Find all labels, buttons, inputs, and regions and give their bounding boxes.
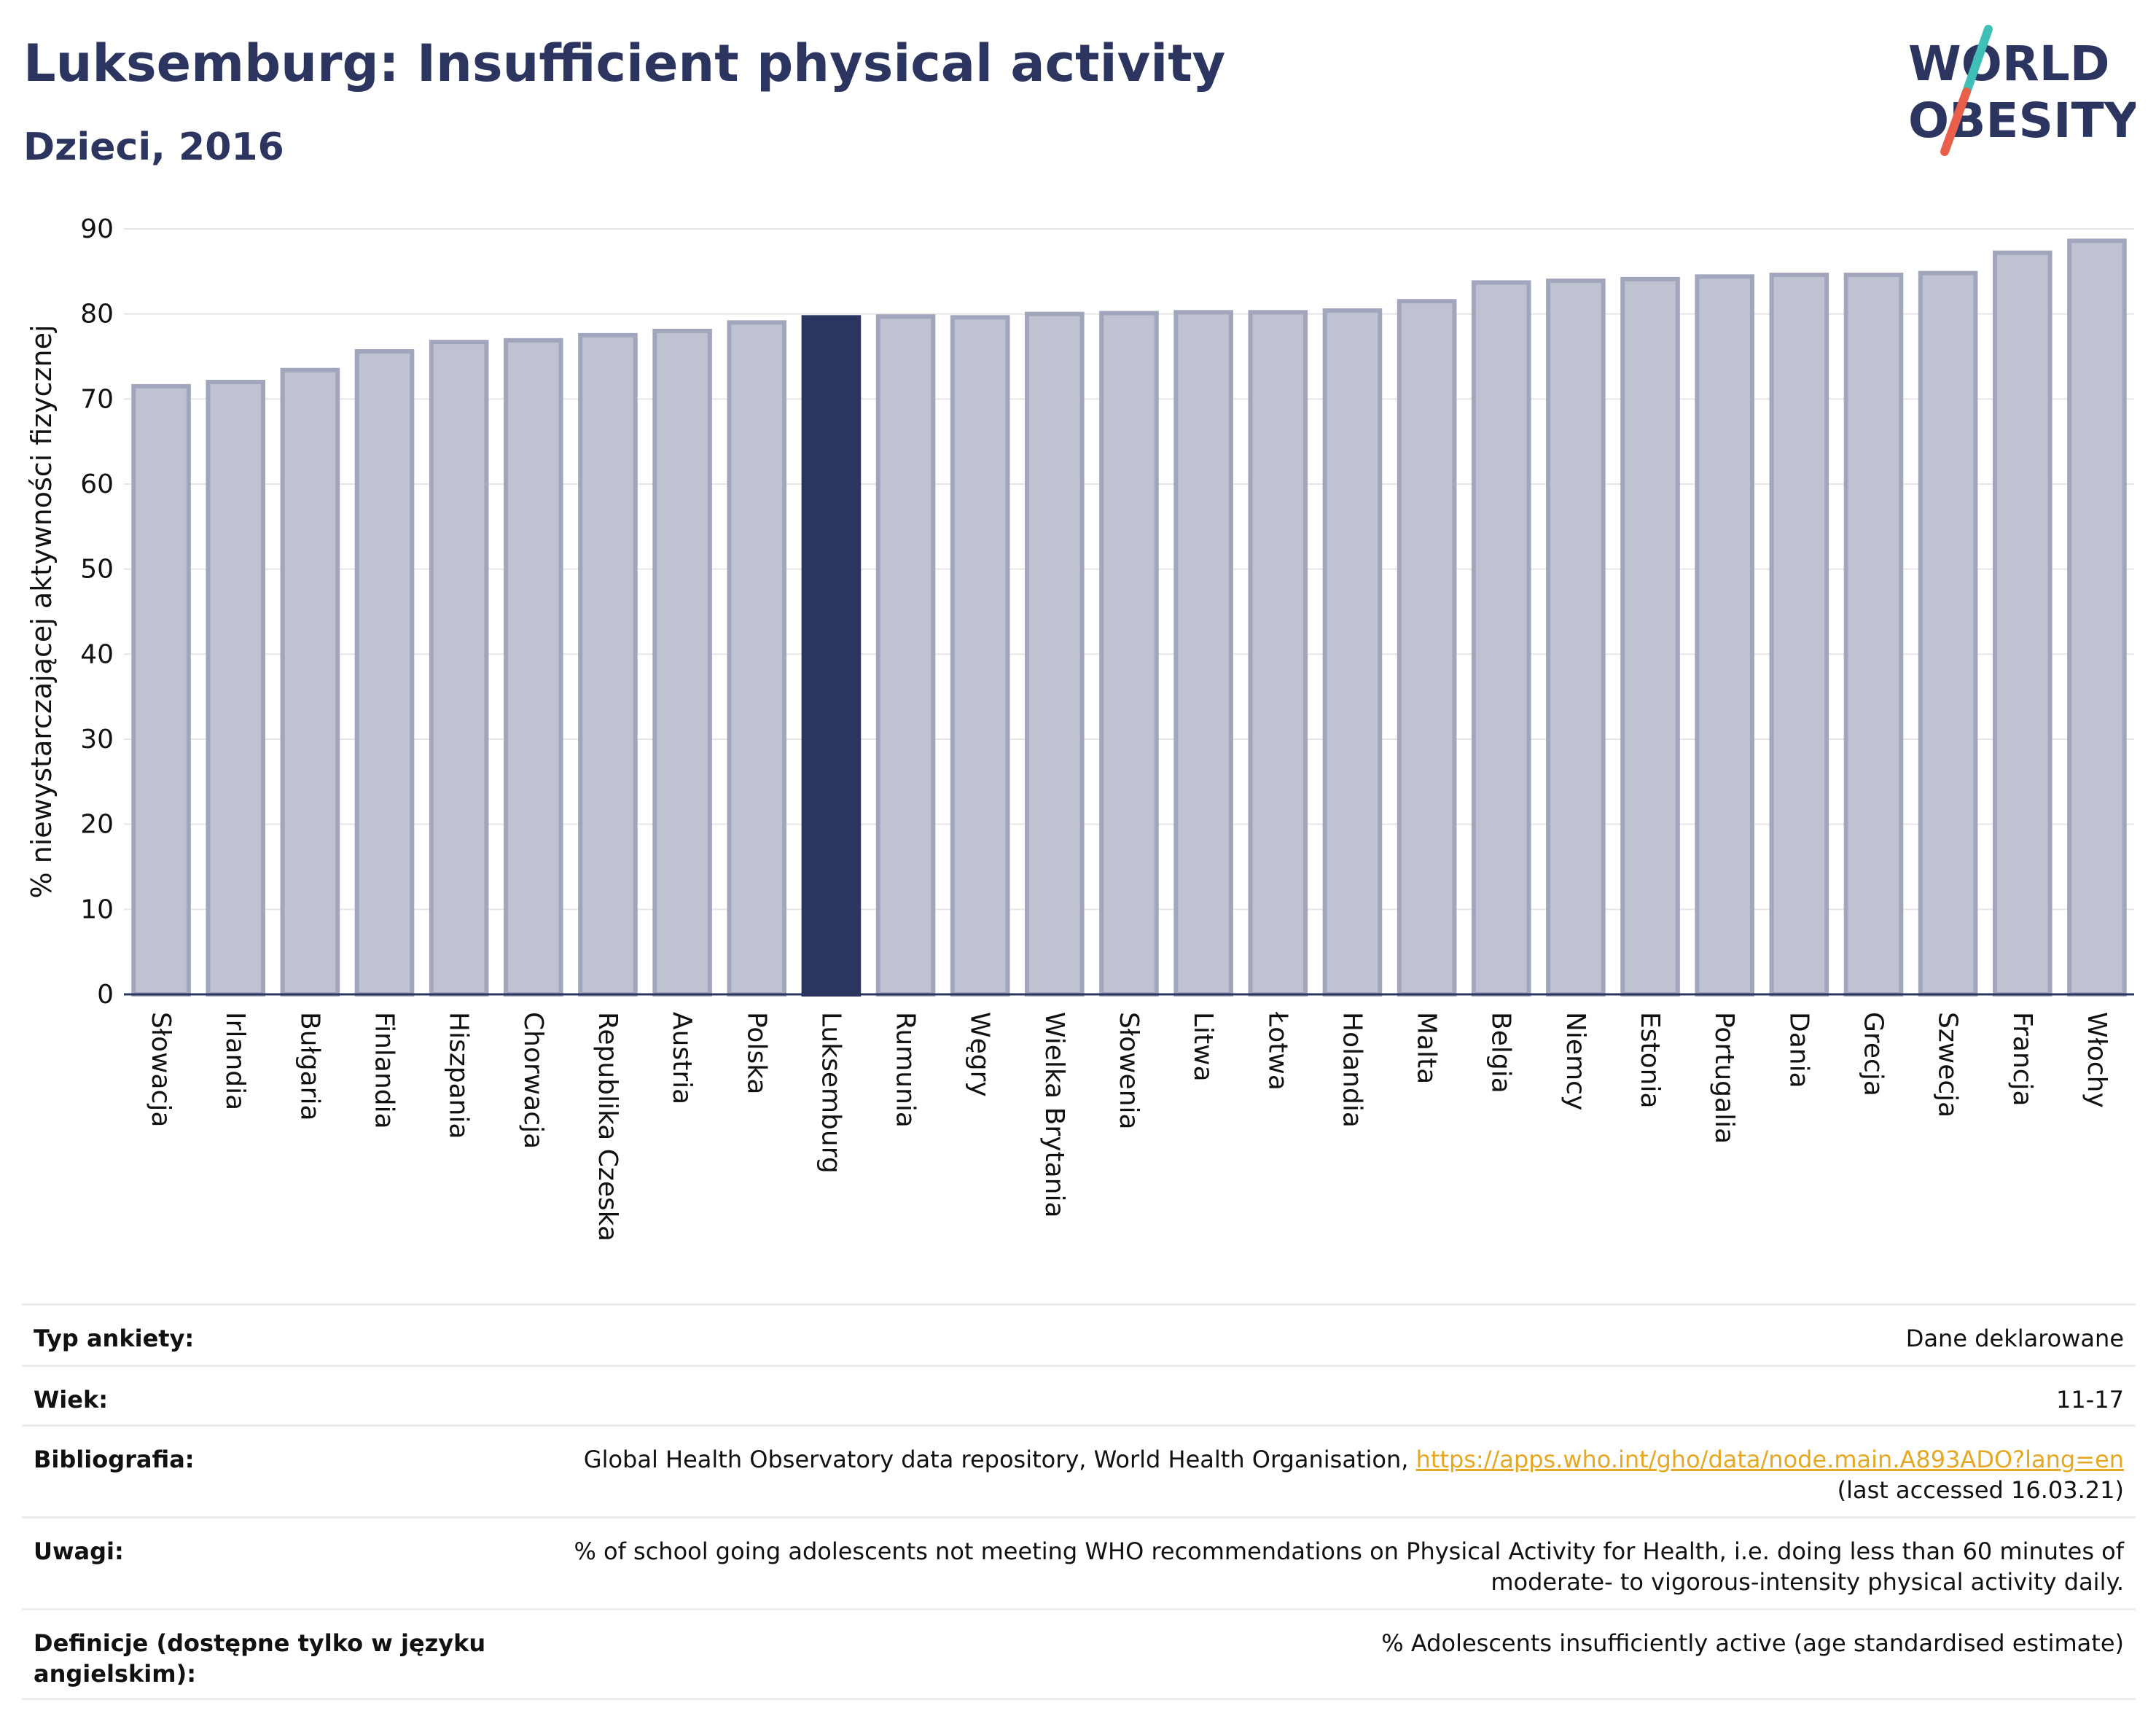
survey-type-value: Dane deklarowane xyxy=(1905,1325,2124,1352)
y-tick-label: 0 xyxy=(97,980,114,1010)
x-tick-label: Luksemburg xyxy=(816,1012,845,1174)
age-label: Wiek: xyxy=(34,1386,109,1414)
y-tick-label: 10 xyxy=(80,894,114,924)
logo-text-world: WORLD xyxy=(1908,36,2110,92)
bar xyxy=(1918,270,1978,997)
x-tick-label: Włochy xyxy=(2082,1012,2112,1108)
world-obesity-logo: WORLD OBESITY xyxy=(1908,25,2136,156)
bar xyxy=(2067,238,2127,997)
meta-row-notes: Uwagi: % of school going adolescents not… xyxy=(22,1516,2136,1608)
bar xyxy=(1843,273,1904,997)
bar xyxy=(354,349,415,997)
bar xyxy=(1322,308,1383,997)
definitions-label-line-1: Definicje (dostępne tylko w języku xyxy=(34,1629,486,1657)
x-tick-label: Litwa xyxy=(1188,1012,1218,1082)
x-tick-label: Bułgaria xyxy=(294,1012,324,1121)
x-tick-label: Chorwacja xyxy=(518,1012,548,1149)
notes-label: Uwagi: xyxy=(34,1537,124,1565)
bar xyxy=(280,367,340,997)
bar xyxy=(1620,276,1680,997)
y-tick-label: 70 xyxy=(80,384,114,414)
bar xyxy=(1248,310,1308,997)
x-tick-label: Republika Czeska xyxy=(593,1012,622,1241)
x-tick-label: Rumunia xyxy=(891,1012,921,1128)
survey-type-label: Typ ankiety: xyxy=(34,1325,195,1352)
bar xyxy=(1695,274,1754,997)
definitions-label-line-2: angielskim): xyxy=(34,1660,196,1688)
bar xyxy=(801,315,862,997)
bibliography-label: Bibliografia: xyxy=(34,1446,195,1473)
x-tick-label: Łotwa xyxy=(1262,1011,1292,1091)
chart-title: Luksemburg: Insufficient physical activi… xyxy=(23,34,1226,93)
x-tick-label: Grecja xyxy=(1858,1012,1888,1096)
x-tick-label: Dania xyxy=(1784,1012,1813,1088)
bibliography-source: Global Health Observatory data repositor… xyxy=(583,1446,1409,1473)
x-tick-label: Francja xyxy=(2007,1012,2037,1107)
x-tick-label: Austria xyxy=(667,1012,697,1104)
age-value: 11-17 xyxy=(2056,1386,2124,1414)
meta-row-definitions: Definicje (dostępne tylko w języku angie… xyxy=(22,1608,2136,1700)
meta-row-bibliography: Bibliografia: Global Health Observatory … xyxy=(22,1424,2136,1516)
bar xyxy=(578,332,638,997)
x-tick-label: Portugalia xyxy=(1709,1012,1739,1144)
bar xyxy=(1397,299,1457,997)
y-tick-label: 20 xyxy=(80,810,114,840)
bar-chart: 0 10 20 30 40 50 60 70 80 90 % niewystarczającej a… xyxy=(26,214,2134,1241)
x-tick-label: Belgia xyxy=(1486,1012,1516,1093)
bar xyxy=(950,315,1010,997)
x-tick-label: Hiszpania xyxy=(444,1012,474,1139)
chart-subtitle: Dzieci, 2016 xyxy=(23,125,284,169)
notes-line-1: % of school going adolescents not meetin… xyxy=(574,1537,2124,1565)
bar xyxy=(1471,280,1531,997)
x-tick-label: Malta xyxy=(1412,1012,1442,1084)
bibliography-link[interactable]: https://apps.who.int/gho/data/node.main.… xyxy=(1415,1446,2124,1473)
x-tick-label: Holandia xyxy=(1337,1012,1367,1128)
bar xyxy=(131,383,191,997)
bar xyxy=(429,340,489,997)
definitions-value: % Adolescents insufficiently active (age… xyxy=(1381,1629,2124,1657)
bar xyxy=(206,380,266,997)
x-tick-label: Irlandia xyxy=(220,1012,250,1110)
y-tick-label: 60 xyxy=(80,469,114,499)
bar xyxy=(1546,278,1606,997)
x-tick-label: Słowacja xyxy=(146,1012,176,1127)
x-tick-label: Słowenia xyxy=(1114,1012,1144,1130)
metadata-table: Typ ankiety: Dane deklarowane Wiek: 11-1… xyxy=(22,1303,2136,1700)
bar xyxy=(1025,311,1085,997)
bar xyxy=(875,314,936,997)
meta-row-survey-type: Typ ankiety: Dane deklarowane xyxy=(22,1303,2136,1365)
y-tick-label: 40 xyxy=(80,639,114,669)
x-tick-label: Wielka Brytania xyxy=(1039,1012,1069,1218)
x-tick-label: Estonia xyxy=(1635,1012,1665,1109)
bar xyxy=(504,338,563,997)
meta-row-age: Wiek: 11-17 xyxy=(22,1365,2136,1424)
y-tick-label: 90 xyxy=(80,214,114,244)
notes-line-2: moderate- to vigorous-intensity physical… xyxy=(1491,1568,2124,1596)
logo-slash-top xyxy=(1962,25,1993,96)
y-tick-label: 30 xyxy=(80,725,114,755)
bar xyxy=(1769,273,1829,997)
x-tick-label: Niemcy xyxy=(1561,1012,1590,1110)
x-tick-label: Szwecja xyxy=(1933,1012,1963,1118)
logo-slash-bottom xyxy=(1940,87,1971,156)
bibliography-accessed: (last accessed 16.03.21) xyxy=(1837,1476,2124,1504)
bibliography-value: Global Health Observatory data repositor… xyxy=(500,1444,2124,1505)
notes-value: % of school going adolescents not meetin… xyxy=(500,1536,2124,1597)
y-tick-label: 80 xyxy=(80,300,114,330)
x-tick-label: Polska xyxy=(741,1012,771,1094)
y-tick-label: 50 xyxy=(80,555,114,585)
bar xyxy=(1173,310,1233,997)
x-tick-label: Węgry xyxy=(965,1012,995,1097)
bar xyxy=(652,329,712,997)
bar xyxy=(727,320,787,997)
definitions-label: Definicje (dostępne tylko w języku angie… xyxy=(34,1628,500,1689)
y-axis-title: % niewystarczającej aktywności fizycznej xyxy=(26,324,58,898)
x-tick-label: Finlandia xyxy=(370,1012,399,1129)
bar xyxy=(1992,250,2053,997)
bar xyxy=(1099,311,1159,997)
